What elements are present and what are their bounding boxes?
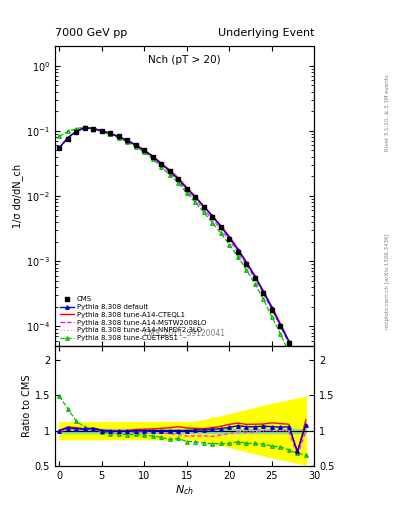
Text: Underlying Event: Underlying Event (218, 28, 314, 38)
Text: CMS_2011_S9120041: CMS_2011_S9120041 (144, 328, 226, 337)
Text: Rivet 3.1.10, ≥ 3.1M events: Rivet 3.1.10, ≥ 3.1M events (385, 74, 389, 151)
Legend: CMS, Pythia 8.308 default, Pythia 8.308 tune-A14-CTEQL1, Pythia 8.308 tune-A14-M: CMS, Pythia 8.308 default, Pythia 8.308 … (59, 295, 208, 343)
X-axis label: $N_{ch}$: $N_{ch}$ (175, 483, 194, 497)
Y-axis label: 1/σ dσ/dN_ch: 1/σ dσ/dN_ch (12, 164, 23, 228)
Text: 7000 GeV pp: 7000 GeV pp (55, 28, 127, 38)
Y-axis label: Ratio to CMS: Ratio to CMS (22, 375, 32, 437)
Text: mcplots.cern.ch [arXiv:1306.3436]: mcplots.cern.ch [arXiv:1306.3436] (385, 234, 389, 329)
Text: Nch (pT > 20): Nch (pT > 20) (149, 55, 221, 65)
